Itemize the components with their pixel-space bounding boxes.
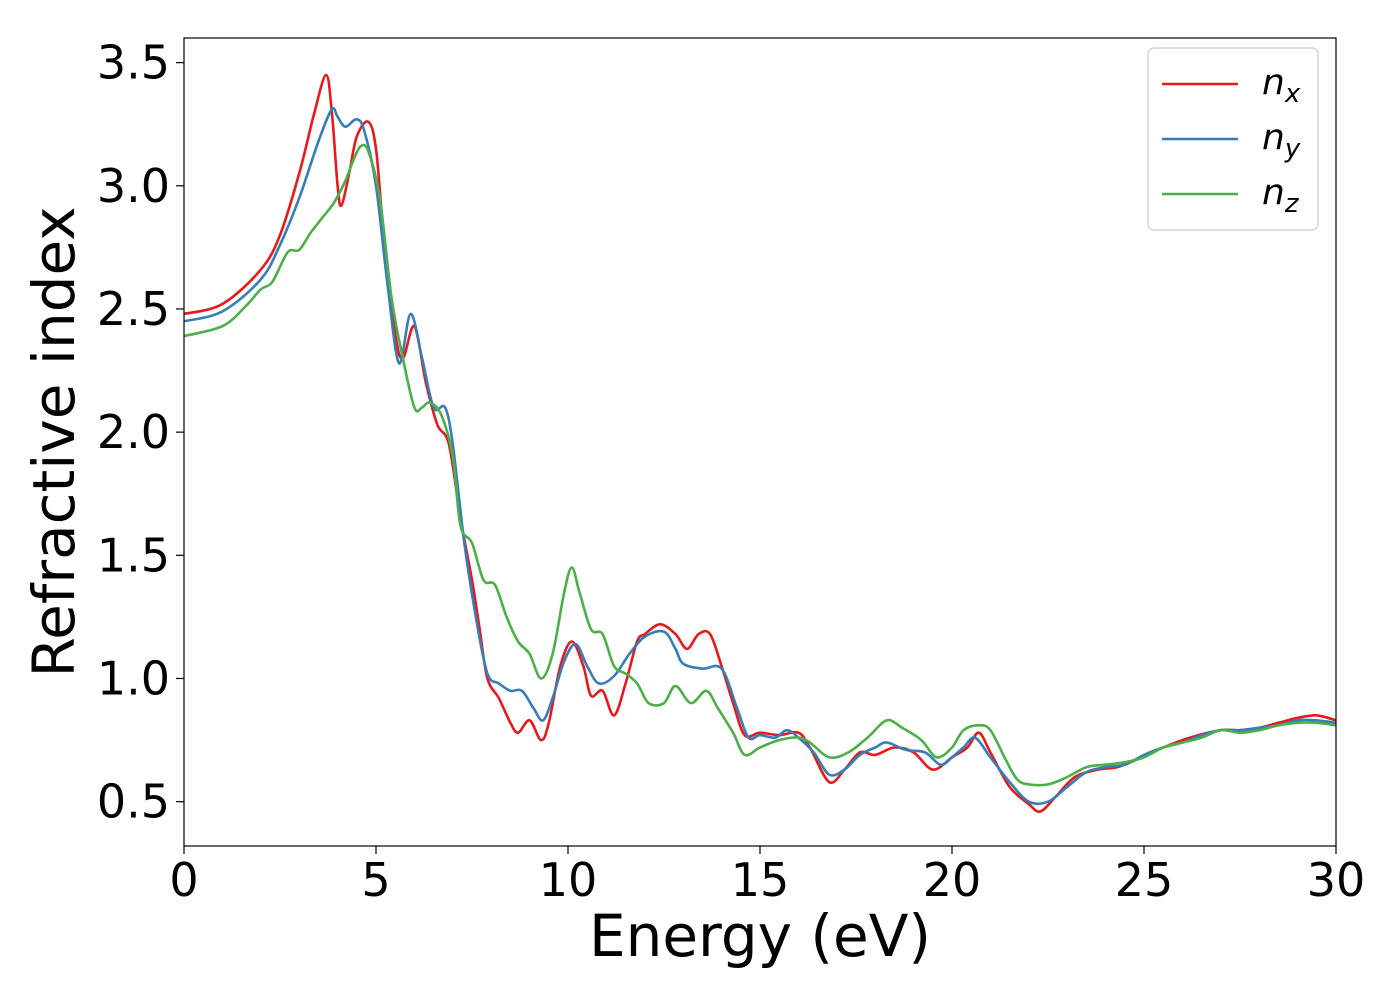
y-tick-label: 3.5: [97, 36, 170, 90]
y-tick-label: 1.5: [97, 528, 170, 582]
x-tick-label: 25: [1115, 853, 1174, 907]
legend-label-ny: ny: [1262, 117, 1301, 164]
x-tick-label: 0: [169, 853, 198, 907]
x-tick-label: 10: [539, 853, 598, 907]
x-axis-title: Energy (eV): [589, 902, 931, 970]
x-tick-label: 5: [361, 853, 390, 907]
y-tick-label: 1.0: [97, 651, 170, 705]
series-layer: [184, 73, 1336, 813]
x-tick-label: 15: [731, 853, 790, 907]
series-line-ny: [184, 107, 1336, 806]
x-axis-ticks: 0 5 10 15 20 25 30: [169, 846, 1365, 907]
y-tick-label: 3.0: [97, 159, 170, 213]
y-tick-label: 0.5: [97, 775, 170, 829]
legend-label-nx: nx: [1262, 62, 1301, 109]
series-line-nz: [184, 143, 1336, 787]
x-tick-label: 30: [1307, 853, 1366, 907]
y-tick-label: 2.5: [97, 282, 170, 336]
x-tick-label: 20: [923, 853, 982, 907]
legend-label-nz: nz: [1262, 172, 1300, 219]
legend: nx ny nz: [1147, 47, 1319, 231]
y-tick-label: 2.0: [97, 405, 170, 459]
y-axis-title: Refractive index: [20, 206, 88, 677]
y-axis-ticks: 0.5 1.0 1.5 2.0 2.5 3.0 3.5: [97, 36, 184, 829]
